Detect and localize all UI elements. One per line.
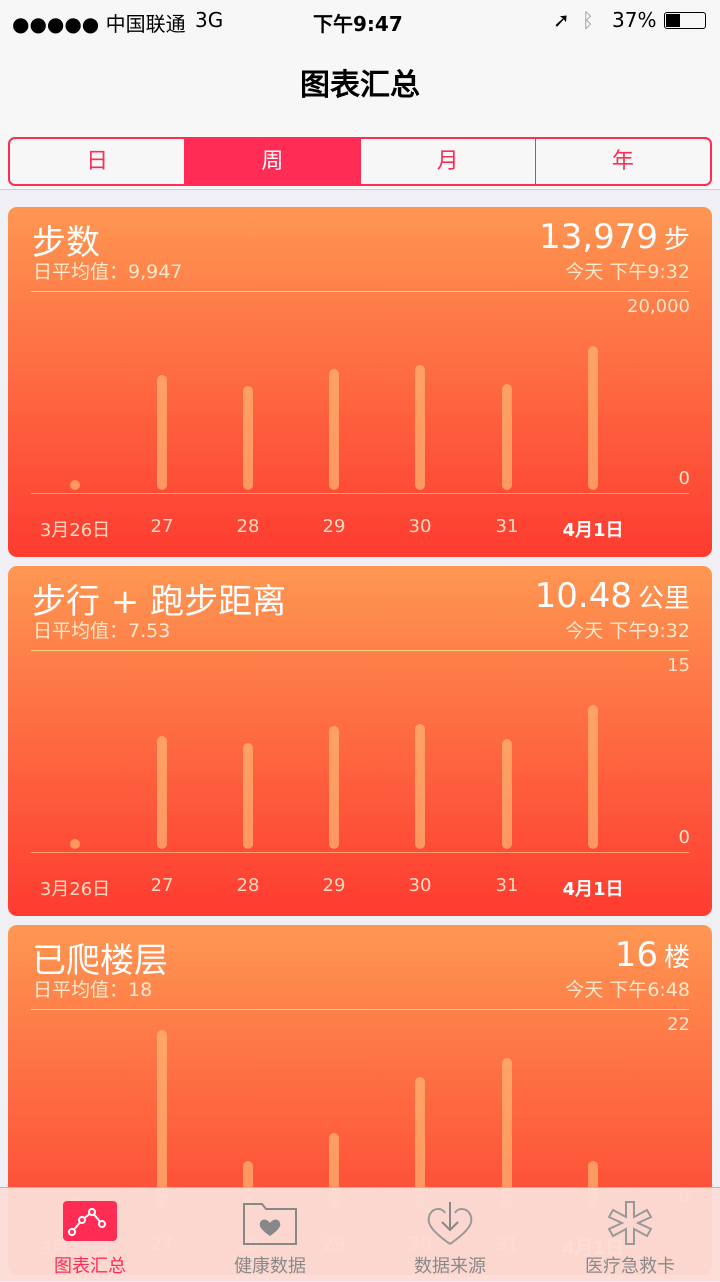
x-tick-label: 27 xyxy=(150,875,174,896)
sources-heart-download-icon xyxy=(427,1202,473,1245)
bluetooth-icon: ᛒ xyxy=(582,8,594,32)
summary-card[interactable]: 步行 + 跑步距离 日平均值：7.53 10.48 公里 今天 下午9:32 15… xyxy=(8,566,712,916)
bar xyxy=(588,1161,598,1208)
bar xyxy=(415,365,425,490)
card-title: 步数 xyxy=(32,223,100,263)
tab-charts[interactable]: 图表汇总 xyxy=(0,1188,180,1282)
daily-average: 日平均值：9,947 xyxy=(33,261,183,283)
health-data-folder-icon xyxy=(243,1203,297,1245)
latest-time: 今天 下午6:48 xyxy=(565,979,690,1001)
daily-average: 日平均值：7.53 xyxy=(33,620,171,642)
x-tick-label: 27 xyxy=(150,516,174,537)
tab-label: 健康数据 xyxy=(234,1256,306,1277)
bar xyxy=(329,726,339,849)
tab-health-data[interactable]: 健康数据 xyxy=(180,1188,360,1282)
bar xyxy=(588,346,598,490)
x-tick-label: 28 xyxy=(236,516,260,537)
page-title: 图表汇总 xyxy=(300,68,420,103)
baseline xyxy=(31,493,689,494)
bar xyxy=(588,705,598,849)
y-max-label: 15 xyxy=(667,655,690,676)
bar xyxy=(329,1133,339,1208)
medical-id-asterisk-icon xyxy=(607,1201,653,1245)
battery-percent: 37% xyxy=(612,8,657,32)
tab-medical-id[interactable]: 医疗急救卡 xyxy=(540,1188,720,1282)
chart-icon xyxy=(63,1201,117,1241)
divider xyxy=(31,1009,689,1010)
bar xyxy=(415,1076,425,1208)
carrier: ●●●●● 中国联通 xyxy=(12,12,186,36)
latest-time: 今天 下午9:32 xyxy=(565,620,690,642)
x-tick-label: 4月1日 xyxy=(562,520,624,541)
x-tick-label: 28 xyxy=(236,875,260,896)
location-icon: ➚ xyxy=(553,8,570,32)
clock: 下午9:47 xyxy=(313,12,403,36)
bar xyxy=(502,384,512,490)
latest-value: 16 楼 xyxy=(614,935,690,975)
card-title: 步行 + 跑步距离 xyxy=(32,582,287,622)
divider xyxy=(31,650,689,651)
segment-week[interactable]: 周 xyxy=(184,139,360,184)
bar xyxy=(70,480,80,490)
x-tick-label: 29 xyxy=(322,516,346,537)
latest-value: 10.48 公里 xyxy=(534,576,690,616)
daily-average: 日平均值：18 xyxy=(33,979,153,1001)
bar xyxy=(502,1058,512,1208)
bar xyxy=(70,839,80,849)
x-tick-label: 30 xyxy=(408,875,432,896)
bar xyxy=(157,1030,167,1208)
tab-sources[interactable]: 数据来源 xyxy=(360,1188,540,1282)
latest-value: 13,979 步 xyxy=(539,217,690,257)
bar xyxy=(243,385,253,490)
latest-time: 今天 下午9:32 xyxy=(565,261,690,283)
tab-label: 医疗急救卡 xyxy=(585,1256,675,1277)
segment-month[interactable]: 月 xyxy=(359,139,535,184)
tab-label: 图表汇总 xyxy=(54,1256,126,1277)
status-bar: ●●●●● 中国联通 3G 下午9:47 ➚ ᛒ 37% xyxy=(0,0,720,40)
network: 3G xyxy=(195,8,224,32)
summary-card[interactable]: 步数 日平均值：9,947 13,979 步 今天 下午9:32 20,000 0… xyxy=(8,207,712,557)
segment-year[interactable]: 年 xyxy=(534,139,710,184)
baseline xyxy=(31,852,689,853)
bar xyxy=(502,739,512,849)
x-tick-label: 30 xyxy=(408,516,432,537)
x-tick-label: 31 xyxy=(495,875,519,896)
x-tick-label: 4月1日 xyxy=(562,879,624,900)
x-tick-label: 3月26日 xyxy=(39,520,111,541)
y-max-label: 22 xyxy=(667,1014,690,1035)
bar xyxy=(243,1161,253,1208)
segment-day[interactable]: 日 xyxy=(86,149,109,174)
y-min-label: 0 xyxy=(678,468,690,489)
card-title: 已爬楼层 xyxy=(32,941,168,981)
bar xyxy=(157,736,167,849)
bar xyxy=(415,724,425,849)
battery-icon xyxy=(664,12,706,29)
tab-bar: 图表汇总 健康数据 数据来源 医疗急救卡 xyxy=(0,1187,720,1281)
y-min-label: 0 xyxy=(678,827,690,848)
period-segmented-control: 日 周 月 年 xyxy=(8,137,712,186)
bar xyxy=(157,375,167,490)
x-tick-label: 3月26日 xyxy=(39,879,111,900)
tab-label: 数据来源 xyxy=(414,1256,486,1277)
divider xyxy=(31,291,689,292)
bar xyxy=(329,368,339,490)
bar xyxy=(243,743,253,849)
x-tick-label: 29 xyxy=(322,875,346,896)
x-tick-label: 31 xyxy=(495,516,519,537)
y-max-label: 20,000 xyxy=(627,296,690,317)
nav-bar: 图表汇总 日 周 月 年 xyxy=(0,40,720,190)
